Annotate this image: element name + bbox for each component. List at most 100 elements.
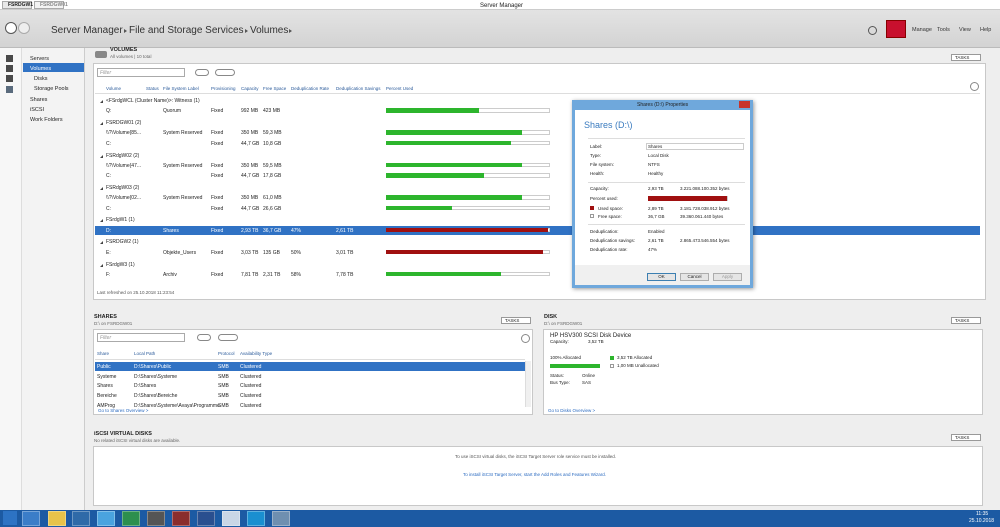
filter-placeholder[interactable]: Filter (100, 70, 112, 76)
field-bytes: 3.221.088.100.352 bytes (680, 186, 730, 191)
breadcrumb[interactable]: File and Storage Services (129, 25, 244, 36)
tasks-label[interactable]: TASKS (505, 318, 520, 323)
tab-label[interactable]: FSRDGW01 (40, 2, 68, 8)
column-header[interactable]: File System Label (163, 86, 199, 91)
overview-link[interactable]: Go to Shares Overview > (98, 408, 149, 413)
expand-button[interactable] (521, 334, 530, 343)
nav-item[interactable]: Servers (30, 56, 49, 62)
group-name[interactable]: FSRDGW2 (1) (106, 239, 139, 246)
tab[interactable] (34, 1, 64, 9)
taskbar-app[interactable] (122, 511, 140, 526)
taskbar-app[interactable] (272, 511, 290, 526)
tasks-button[interactable] (951, 317, 981, 324)
column-header[interactable]: Free Space (263, 86, 287, 91)
column-header[interactable]: Percent Used (386, 86, 414, 91)
share-cell: SMB (218, 393, 229, 400)
share-row[interactable] (95, 381, 525, 390)
tasks-button[interactable] (951, 54, 981, 61)
column-header[interactable]: Status (146, 86, 159, 91)
group-name[interactable]: FSrdgW1 (1) (106, 217, 135, 224)
nav-item[interactable]: iSCSI (30, 107, 45, 113)
taskbar-app[interactable] (247, 511, 265, 526)
legend-swatch (610, 364, 614, 368)
tasks-label[interactable]: TASKS (955, 435, 970, 440)
taskbar-app[interactable] (48, 511, 66, 526)
button-label[interactable]: Cancel (687, 274, 702, 279)
overview-link[interactable]: Go to Disks Overview > (548, 408, 596, 413)
filter-box[interactable] (97, 68, 185, 77)
breadcrumb[interactable]: Server Manager (51, 25, 123, 36)
window-button[interactable] (983, 1, 995, 9)
tasks-button[interactable] (501, 317, 531, 324)
tasks-label[interactable]: TASKS (955, 318, 970, 323)
column-header[interactable]: Share (97, 351, 110, 356)
disk-field-value: SAS (582, 380, 592, 385)
nav-selected (23, 63, 84, 72)
nav-item[interactable]: Storage Pools (34, 86, 69, 92)
taskbar-app[interactable] (197, 511, 215, 526)
tasks-label[interactable]: TASKS (955, 55, 970, 60)
menu-item[interactable]: View (959, 27, 971, 33)
column-header[interactable]: Protocol (218, 351, 235, 356)
nav-item[interactable]: Volumes (30, 66, 52, 72)
nav-item[interactable]: Work Folders (30, 117, 63, 123)
taskbar-app[interactable] (172, 511, 190, 526)
back-button[interactable] (5, 22, 17, 34)
start-button[interactable] (3, 511, 17, 525)
column-header[interactable]: Deduplication Savings (336, 86, 381, 91)
share-cell: AMProg (97, 402, 116, 409)
forward-button[interactable] (18, 22, 30, 34)
taskbar-app[interactable] (72, 511, 90, 526)
column-header[interactable]: Local Path (134, 351, 156, 356)
share-cell: Shares (97, 383, 113, 390)
panel-subtitle: All volumes | 10 total (110, 54, 152, 59)
group-name[interactable]: <FSrdgWCL (Cluster Name)>: Witness (1) (106, 98, 200, 104)
menu-item[interactable]: Help (980, 27, 992, 33)
expand-button[interactable] (970, 82, 979, 91)
menu-item[interactable]: Tools (937, 27, 950, 33)
tab-label[interactable]: FSRDGW1 (8, 2, 33, 8)
taskbar-app[interactable] (22, 511, 40, 526)
window-button[interactable] (955, 1, 967, 9)
column-header[interactable]: Deduplication Rate (291, 86, 330, 91)
menu-item[interactable]: Manage (912, 27, 932, 33)
breadcrumb[interactable]: Volumes (250, 25, 289, 36)
cell-label: System Reserved (163, 130, 203, 137)
dialog-close[interactable] (739, 101, 750, 108)
filter-sort[interactable] (218, 334, 238, 341)
filter-options[interactable] (197, 334, 211, 341)
taskbar-app[interactable] (97, 511, 115, 526)
notifications-flag[interactable] (886, 20, 906, 38)
nav-icon[interactable] (6, 65, 13, 72)
group-name[interactable]: FSRdgW03 (2) (106, 184, 140, 191)
button-label[interactable]: OK (658, 274, 665, 279)
cell-provisioning: Fixed (211, 195, 224, 202)
iscsi-link[interactable]: To install iSCSI Target Server, start th… (463, 472, 606, 477)
dialog-button[interactable] (647, 273, 676, 281)
column-header[interactable]: Capacity (241, 86, 259, 91)
refresh-button[interactable] (868, 26, 877, 35)
nav-item[interactable]: Shares (30, 97, 48, 103)
filter-options[interactable] (195, 69, 209, 76)
nav-icon[interactable] (6, 55, 13, 62)
group-name[interactable]: FSrdgW3 (1) (106, 261, 135, 268)
filter-box[interactable] (97, 333, 185, 342)
taskbar-app[interactable] (147, 511, 165, 526)
taskbar-app[interactable] (222, 511, 240, 526)
field-value: Enabled (648, 229, 665, 234)
dialog-button[interactable] (680, 273, 709, 281)
tasks-button[interactable] (951, 434, 981, 441)
nav-icon[interactable] (6, 75, 13, 82)
cell-capacity: 350 MB (241, 195, 259, 202)
window-button[interactable] (969, 1, 981, 9)
column-header[interactable]: Availability Type (240, 351, 273, 356)
nav-icon[interactable] (6, 86, 13, 93)
nav-item[interactable]: Disks (34, 76, 48, 82)
column-header[interactable]: Provisioning (211, 86, 236, 91)
group-name[interactable]: FSRdgW02 (2) (106, 152, 140, 159)
filter-sort[interactable] (215, 69, 235, 76)
filter-placeholder[interactable]: Filter (100, 335, 112, 341)
group-name[interactable]: FSRDGW01 (2) (106, 120, 142, 127)
column-header[interactable]: Volume (106, 86, 122, 91)
tab[interactable] (2, 1, 32, 9)
